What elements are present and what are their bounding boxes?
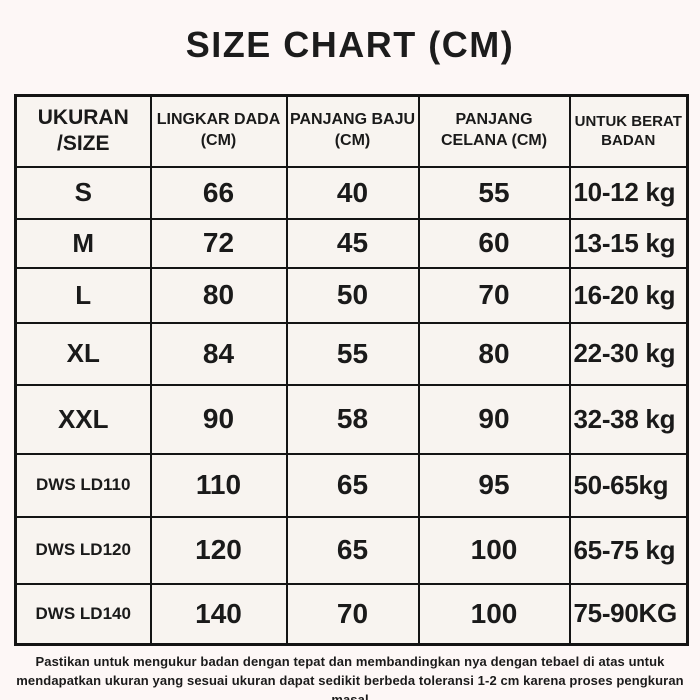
header-shirt-length: PANJANG BAJU (CM) <box>285 94 420 168</box>
shirt-length-cell: 40 <box>285 165 420 220</box>
chest-cell: 110 <box>149 452 288 518</box>
weight-cell: 13-15 kg <box>568 217 689 269</box>
size-cell: M <box>14 217 152 269</box>
weight-cell: 22-30 kg <box>568 321 689 386</box>
weight-cell: 65-75 kg <box>568 515 689 585</box>
size-row-xxl: XXL 90 58 90 32-38 kg <box>14 383 689 455</box>
chest-cell: 120 <box>149 515 288 585</box>
shirt-length-cell: 65 <box>285 515 420 585</box>
size-cell: DWS LD140 <box>14 582 152 646</box>
size-row-m: M 72 45 60 13-15 kg <box>14 217 689 269</box>
size-row-dws-ld120: DWS LD120 120 65 100 65-75 kg <box>14 515 689 585</box>
size-cell: XL <box>14 321 152 386</box>
pants-length-cell: 90 <box>417 383 571 455</box>
pants-length-cell: 100 <box>417 515 571 585</box>
chest-cell: 72 <box>149 217 288 269</box>
shirt-length-cell: 65 <box>285 452 420 518</box>
chest-cell: 66 <box>149 165 288 220</box>
size-row-s: S 66 40 55 10-12 kg <box>14 165 689 220</box>
chest-cell: 80 <box>149 266 288 324</box>
shirt-length-cell: 45 <box>285 217 420 269</box>
size-chart-table: UKURAN /SIZE LINGKAR DADA (CM) PANJANG B… <box>14 94 689 646</box>
size-cell: L <box>14 266 152 324</box>
weight-cell: 10-12 kg <box>568 165 689 220</box>
size-cell: XXL <box>14 383 152 455</box>
size-row-dws-ld110: DWS LD110 110 65 95 50-65kg <box>14 452 689 518</box>
weight-cell: 16-20 kg <box>568 266 689 324</box>
chest-cell: 84 <box>149 321 288 386</box>
header-pants-length: PANJANG CELANA (CM) <box>417 94 571 168</box>
header-weight: UNTUK BERAT BADAN <box>568 94 689 168</box>
weight-cell: 75-90KG <box>568 582 689 646</box>
page-title: SIZE CHART (CM) <box>185 24 515 65</box>
size-cell: S <box>14 165 152 220</box>
pants-length-cell: 60 <box>417 217 571 269</box>
pants-length-cell: 100 <box>417 582 571 646</box>
size-row-xl: XL 84 55 80 22-30 kg <box>14 321 689 386</box>
chest-cell: 90 <box>149 383 288 455</box>
chest-cell: 140 <box>149 582 288 646</box>
weight-cell: 32-38 kg <box>568 383 689 455</box>
pants-length-cell: 55 <box>417 165 571 220</box>
pants-length-cell: 95 <box>417 452 571 518</box>
footer-note: Pastikan untuk mengukur badan dengan tep… <box>16 654 684 700</box>
shirt-length-cell: 58 <box>285 383 420 455</box>
shirt-length-cell: 55 <box>285 321 420 386</box>
weight-cell: 50-65kg <box>568 452 689 518</box>
shirt-length-cell: 50 <box>285 266 420 324</box>
size-cell: DWS LD120 <box>14 515 152 585</box>
pants-length-cell: 80 <box>417 321 571 386</box>
size-cell: DWS LD110 <box>14 452 152 518</box>
size-row-l: L 80 50 70 16-20 kg <box>14 266 689 324</box>
header-chest: LINGKAR DADA (CM) <box>149 94 288 168</box>
size-row-dws-ld140: DWS LD140 140 70 100 75-90KG <box>14 582 689 646</box>
pants-length-cell: 70 <box>417 266 571 324</box>
header-row: UKURAN /SIZE LINGKAR DADA (CM) PANJANG B… <box>14 94 689 168</box>
header-size: UKURAN /SIZE <box>14 94 152 168</box>
shirt-length-cell: 70 <box>285 582 420 646</box>
size-chart-panel: SIZE CHART (CM) UKURAN /SIZE LINGKAR DAD… <box>0 24 700 700</box>
